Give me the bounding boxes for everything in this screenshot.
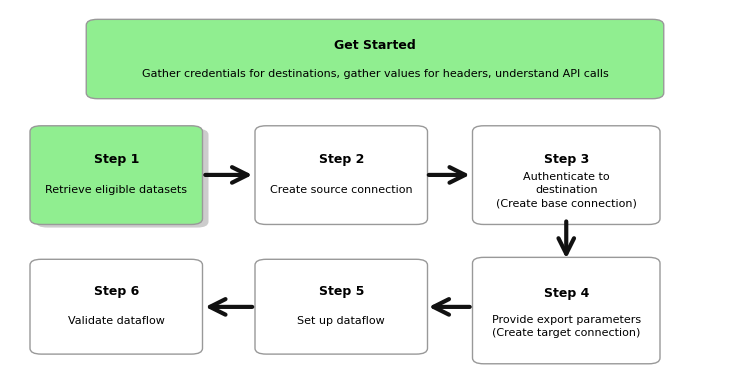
Text: Step 2: Step 2 [319,153,364,166]
FancyBboxPatch shape [30,126,202,224]
Text: Step 1: Step 1 [94,153,139,166]
Text: Create source connection: Create source connection [270,185,413,195]
Text: Step 3: Step 3 [544,153,589,166]
Text: Retrieve eligible datasets: Retrieve eligible datasets [45,185,188,195]
Text: Step 6: Step 6 [94,285,139,298]
Text: Step 5: Step 5 [319,285,364,298]
Text: Validate dataflow: Validate dataflow [68,316,165,326]
Text: Set up dataflow: Set up dataflow [297,316,386,326]
FancyBboxPatch shape [30,259,202,354]
Text: Gather credentials for destinations, gather values for headers, understand API c: Gather credentials for destinations, gat… [142,69,608,79]
Text: Authenticate to
destination
(Create base connection): Authenticate to destination (Create base… [496,172,637,208]
FancyBboxPatch shape [255,259,428,354]
Text: Provide export parameters
(Create target connection): Provide export parameters (Create target… [492,315,640,338]
FancyBboxPatch shape [255,126,428,224]
Text: Step 4: Step 4 [544,287,589,300]
FancyBboxPatch shape [472,126,660,224]
FancyBboxPatch shape [86,19,664,99]
Text: Get Started: Get Started [334,39,416,52]
FancyBboxPatch shape [36,129,209,228]
FancyBboxPatch shape [472,257,660,364]
